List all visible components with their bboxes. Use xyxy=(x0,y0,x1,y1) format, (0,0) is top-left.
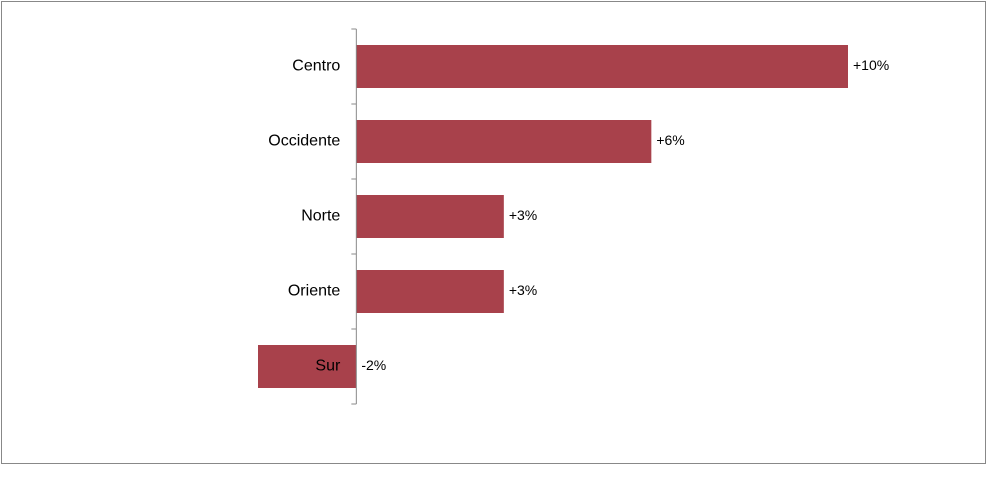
value-label: +6% xyxy=(656,132,684,148)
bar xyxy=(356,120,652,163)
value-label: -2% xyxy=(361,357,386,373)
value-label: +3% xyxy=(509,282,537,298)
category-label: Norte xyxy=(301,208,340,225)
category-label: Centro xyxy=(292,58,340,75)
bar xyxy=(356,45,848,88)
category-label: Oriente xyxy=(288,283,341,300)
bar xyxy=(258,345,357,388)
category-label: Sur xyxy=(315,358,341,375)
bar xyxy=(356,270,504,313)
value-label: +10% xyxy=(853,57,889,73)
category-label: Occidente xyxy=(268,133,340,150)
value-label: +3% xyxy=(509,207,537,223)
bar xyxy=(356,195,504,238)
